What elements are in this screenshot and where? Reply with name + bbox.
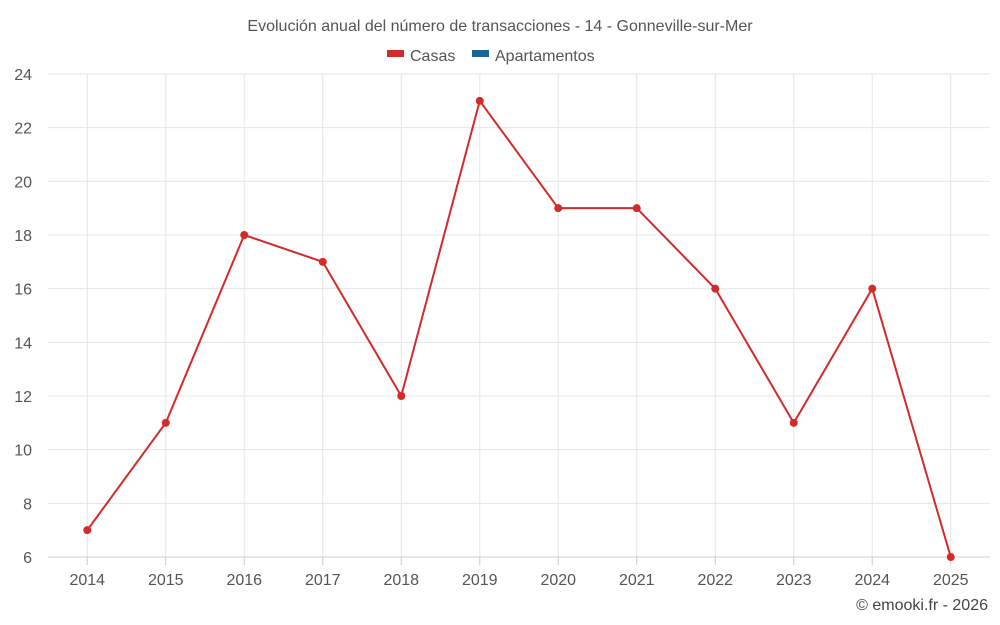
grid xyxy=(48,73,990,558)
legend-swatch-casas xyxy=(387,50,404,57)
y-tick-label: 10 xyxy=(14,443,32,460)
legend-label-apartamentos: Apartamentos xyxy=(495,48,595,65)
data-point[interactable] xyxy=(632,204,641,213)
data-point[interactable] xyxy=(161,418,170,427)
x-tick-label: 2015 xyxy=(148,572,184,589)
data-point[interactable] xyxy=(868,284,877,293)
data-point[interactable] xyxy=(83,526,92,535)
x-tick-label: 2018 xyxy=(383,572,419,589)
data-point[interactable] xyxy=(711,284,720,293)
x-tick-label: 2022 xyxy=(697,572,733,589)
x-tick-label: 2020 xyxy=(540,572,576,589)
x-tick-label: 2021 xyxy=(619,572,655,589)
y-tick-label: 20 xyxy=(14,174,32,191)
x-tick-label: 2023 xyxy=(776,572,812,589)
data-point[interactable] xyxy=(554,204,563,213)
credit-text: © emooki.fr - 2026 xyxy=(856,597,988,614)
x-tick-label: 2014 xyxy=(69,572,105,589)
data-point[interactable] xyxy=(397,392,406,400)
legend-swatch-apartamentos xyxy=(472,50,489,57)
x-tick-label: 2016 xyxy=(226,572,262,589)
legend-item-casas[interactable]: Casas xyxy=(387,48,455,65)
data-point[interactable] xyxy=(318,257,327,266)
y-tick-label: 24 xyxy=(14,67,32,84)
y-tick-label: 6 xyxy=(23,550,32,567)
legend-label-casas: Casas xyxy=(410,48,455,65)
x-tick-label: 2017 xyxy=(305,572,341,589)
data-point[interactable] xyxy=(789,418,798,427)
data-point[interactable] xyxy=(240,231,249,239)
series-line-casas xyxy=(86,99,952,558)
y-tick-label: 14 xyxy=(14,335,32,352)
chart-title: Evolución anual del número de transaccio… xyxy=(247,18,753,35)
legend: Casas Apartamentos xyxy=(387,48,595,65)
data-point[interactable] xyxy=(946,553,955,561)
legend-item-apartamentos[interactable]: Apartamentos xyxy=(472,48,595,65)
x-tick-label: 2019 xyxy=(462,572,498,589)
y-tick-label: 22 xyxy=(14,121,32,138)
y-tick-label: 12 xyxy=(14,389,32,406)
x-tick-label: 2025 xyxy=(933,572,969,589)
data-point[interactable] xyxy=(475,96,484,105)
y-tick-label: 18 xyxy=(14,228,32,245)
y-tick-label: 8 xyxy=(23,496,32,513)
x-tick-label: 2024 xyxy=(854,572,890,589)
series-casas xyxy=(83,96,955,561)
y-tick-label: 16 xyxy=(14,282,32,299)
